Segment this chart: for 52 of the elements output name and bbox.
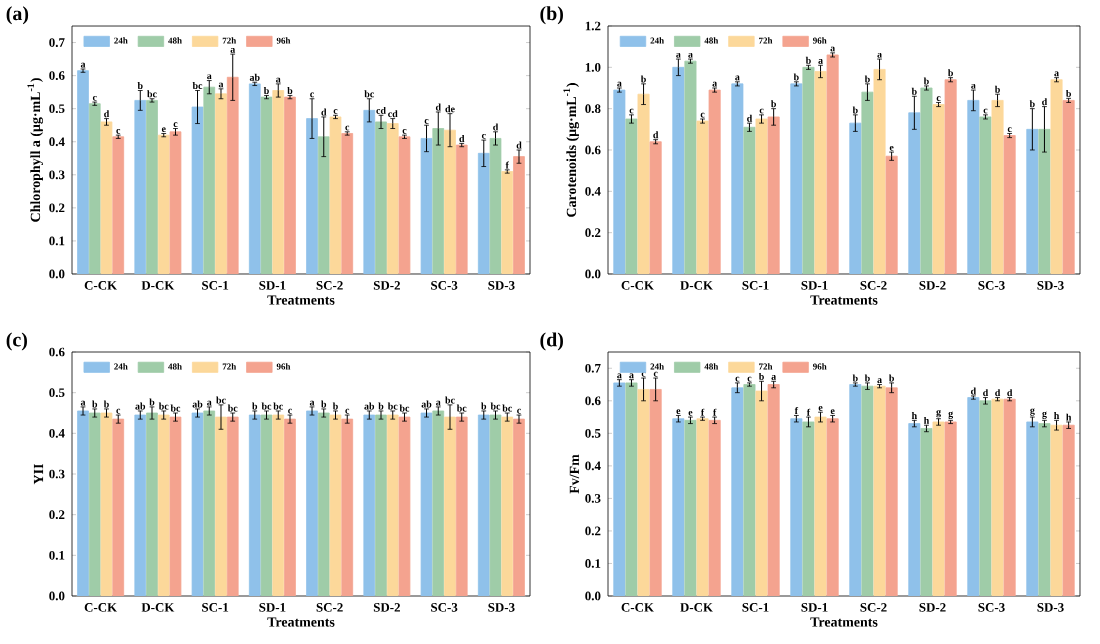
bar <box>100 121 113 274</box>
bar <box>272 90 285 274</box>
bar <box>802 66 815 274</box>
bar <box>215 93 227 274</box>
bar <box>1038 128 1051 274</box>
bar <box>169 131 182 274</box>
bar <box>260 96 273 274</box>
bar <box>1050 79 1063 274</box>
bar <box>284 96 296 274</box>
bar <box>861 91 874 274</box>
bar <box>696 120 709 274</box>
bar <box>386 123 399 274</box>
bar <box>157 134 170 274</box>
bar <box>88 103 101 274</box>
bar <box>743 126 756 274</box>
chart-title: (a) <box>6 6 29 25</box>
bar <box>203 86 216 274</box>
chart-title: (d) <box>540 332 563 351</box>
bar <box>248 83 261 274</box>
bar <box>920 87 933 274</box>
bar <box>432 128 445 274</box>
bar <box>306 118 318 274</box>
bar <box>501 171 514 274</box>
bar <box>329 116 342 274</box>
bar <box>226 76 239 274</box>
bar <box>489 138 502 274</box>
chart-title: (c) <box>6 332 27 351</box>
bar <box>77 70 89 274</box>
bar <box>398 136 411 274</box>
bar <box>455 144 468 274</box>
bar <box>477 152 490 274</box>
bar <box>420 138 433 274</box>
bar <box>513 156 525 274</box>
bar <box>444 129 456 274</box>
bar <box>146 100 158 274</box>
bar <box>112 136 125 274</box>
bar <box>625 118 638 274</box>
bar <box>873 69 886 274</box>
bar <box>979 116 992 274</box>
bar <box>317 136 330 274</box>
bar <box>637 93 650 274</box>
bar <box>341 133 354 274</box>
bar <box>755 118 768 274</box>
bar <box>932 104 945 274</box>
bar <box>134 100 147 274</box>
bar <box>814 71 827 274</box>
bar <box>684 60 697 274</box>
chart-title: (b) <box>540 6 563 25</box>
bar <box>191 106 204 274</box>
bar <box>991 100 1004 274</box>
bar <box>375 121 387 274</box>
bar <box>363 109 376 274</box>
